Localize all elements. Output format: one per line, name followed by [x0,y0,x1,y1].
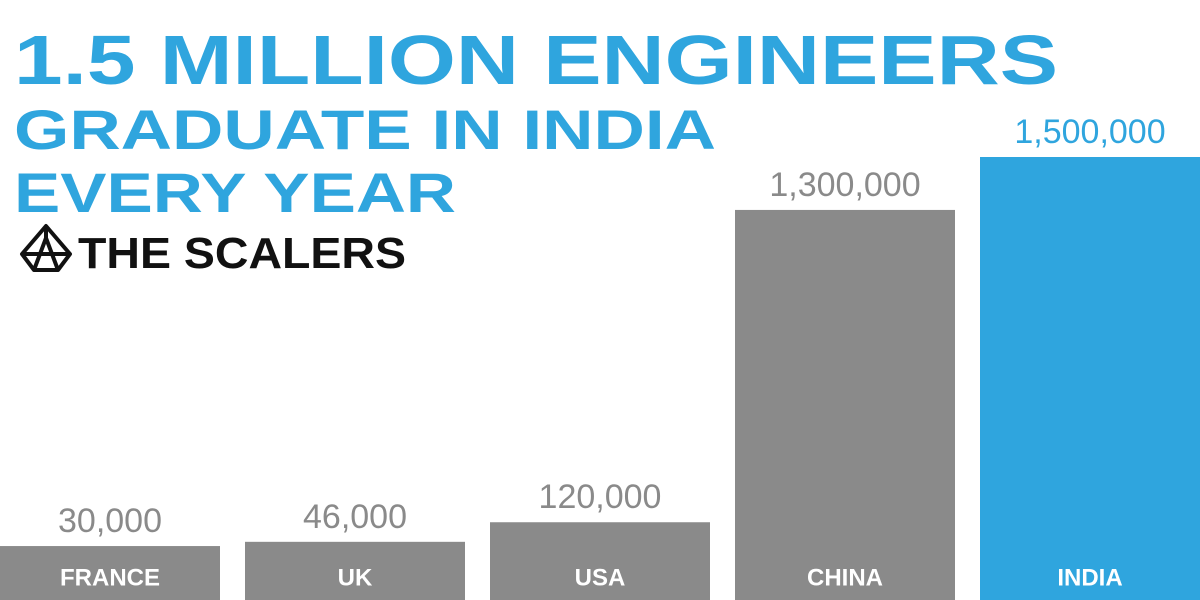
category-label: CHINA [807,564,883,591]
value-label: 1,300,000 [769,166,920,204]
chart-title-line: 1.5 MILLION ENGINEERS [14,21,1058,99]
bar [980,157,1200,600]
brand-name: THE SCALERS [78,229,406,278]
category-label: INDIA [1057,564,1122,591]
bar [0,546,220,600]
bar [245,541,465,600]
value-label: 46,000 [303,498,407,536]
bar [490,522,710,600]
category-label: UK [338,564,373,591]
value-label: 120,000 [539,478,662,516]
brand-logo-icon [20,224,72,272]
value-label: 1,500,000 [1014,113,1165,151]
category-label: USA [575,564,626,591]
chart-title-line: GRADUATE IN INDIA [14,98,716,161]
bar [735,209,955,600]
value-label: 30,000 [58,502,162,540]
category-label: FRANCE [60,564,160,591]
chart-title-line: EVERY YEAR [14,161,456,224]
